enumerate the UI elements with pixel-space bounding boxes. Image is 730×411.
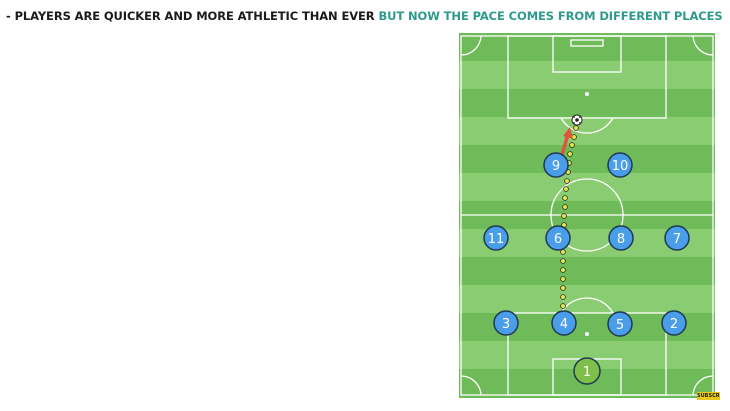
slide-caption: - PLAYERS ARE QUICKER AND MORE ATHLETIC …: [6, 8, 723, 24]
top-penalty-arc: [560, 117, 614, 134]
player-marker: 4: [551, 310, 577, 336]
player-marker: 6: [545, 225, 571, 251]
player-number: 4: [560, 317, 568, 332]
player-marker: 9: [543, 152, 569, 178]
top-six-yard-box: [552, 35, 622, 73]
player-number: 8: [617, 232, 625, 247]
player-number: 6: [554, 232, 562, 247]
player-number: 11: [488, 232, 505, 247]
corner-arc: [460, 35, 482, 56]
player-marker: 2: [661, 310, 687, 336]
corner-arc: [460, 375, 482, 396]
corner-arc: [692, 375, 714, 396]
player-number: 2: [670, 317, 678, 332]
player-marker: 8: [608, 225, 634, 251]
caption-lead: - PLAYERS ARE QUICKER AND MORE ATHLETIC …: [6, 9, 375, 23]
centre-circle: [550, 178, 624, 252]
football-icon: [571, 114, 583, 126]
player-number: 3: [502, 317, 510, 332]
player-number: 7: [673, 232, 681, 247]
player-number: 1: [583, 365, 591, 380]
football-pitch: 9 10 11 6 8 7 3 4: [459, 33, 715, 398]
corner-arc: [692, 35, 714, 56]
top-goal: [570, 39, 604, 47]
player-number: 5: [616, 318, 624, 333]
caption-highlight: BUT NOW THE PACE COMES FROM DIFFERENT PL…: [378, 9, 723, 23]
player-marker: 5: [607, 311, 633, 337]
player-marker: 7: [664, 225, 690, 251]
player-number: 10: [612, 159, 629, 174]
player-number: 9: [552, 159, 560, 174]
player-marker: 11: [483, 225, 509, 251]
goalkeeper-marker: 1: [573, 357, 601, 385]
pitch-diagram: 9 10 11 6 8 7 3 4: [459, 33, 715, 398]
pitch-lines: [460, 35, 714, 396]
player-marker: 3: [493, 310, 519, 336]
top-penalty-spot: [585, 92, 589, 96]
subscribe-badge[interactable]: SUBSCRIBE: [697, 392, 720, 400]
player-marker: 10: [607, 152, 633, 178]
bottom-penalty-spot: [585, 332, 589, 336]
pass-arrow: [560, 127, 573, 157]
